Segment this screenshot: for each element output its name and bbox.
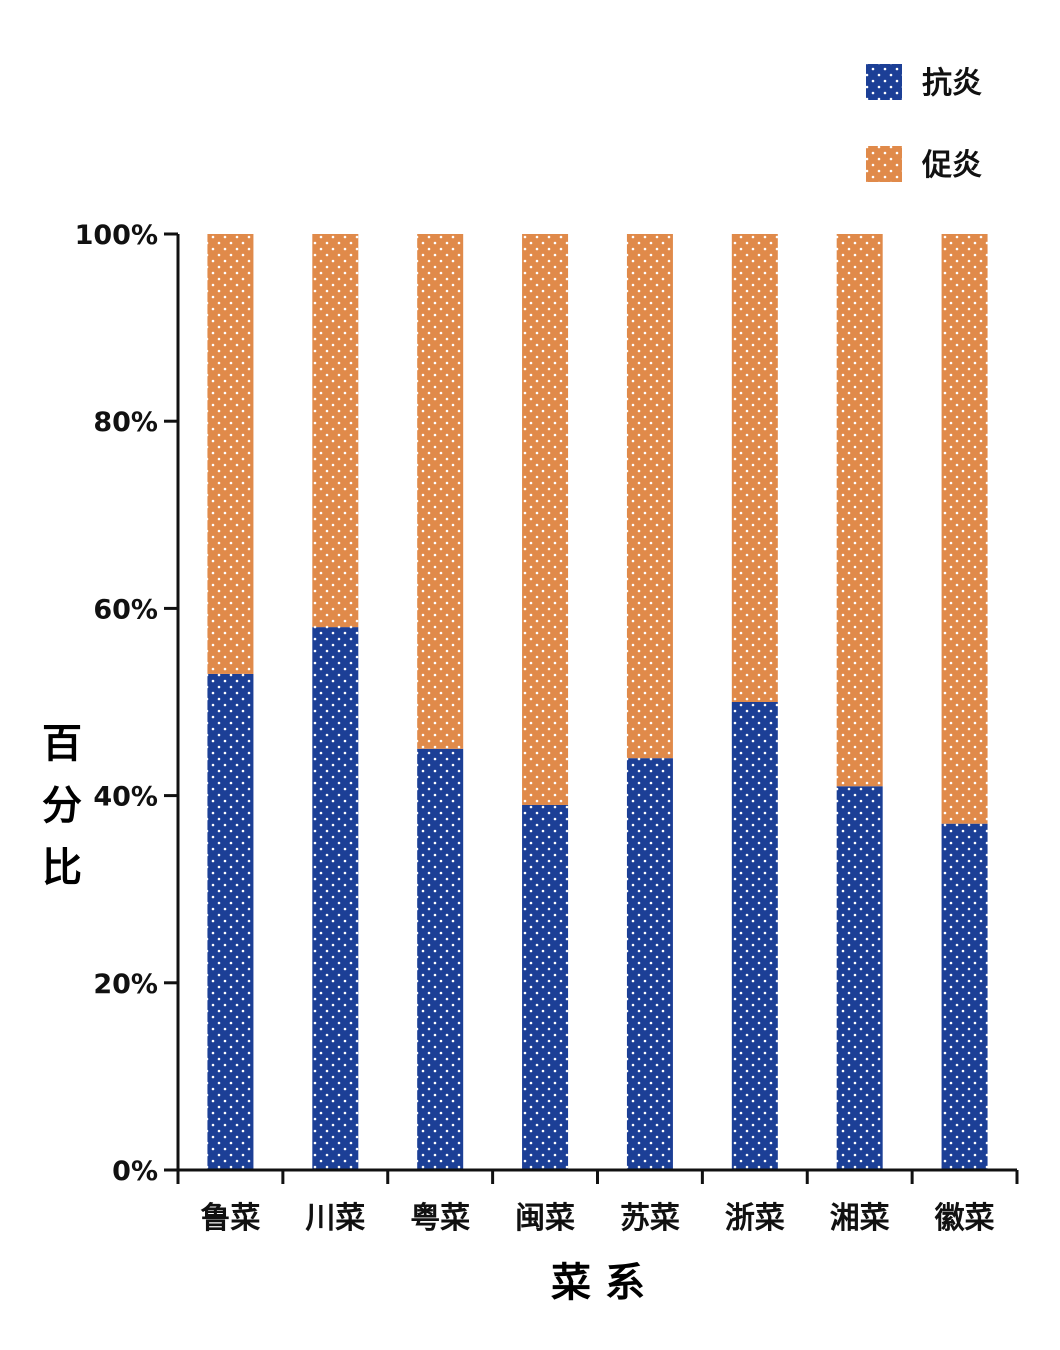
- x-ticks-group: 鲁菜 川菜 粤菜 闽菜 苏菜 浙菜 湘菜 徽菜: [176, 1170, 1019, 1236]
- bar-segment-anti-inflammatory: [626, 758, 673, 1170]
- bars-group: [207, 234, 988, 1170]
- x-tick-label: 徽菜: [934, 1201, 995, 1236]
- legend-swatch-pro-inflammatory: [866, 146, 902, 182]
- x-tick-label: 川菜: [305, 1201, 365, 1236]
- bar-segment-anti-inflammatory: [731, 702, 778, 1170]
- bar-segment-anti-inflammatory: [941, 823, 988, 1170]
- bar-segment-pro-inflammatory: [312, 234, 359, 628]
- bar-segment-anti-inflammatory: [312, 627, 359, 1170]
- bar-segment-anti-inflammatory: [836, 786, 883, 1170]
- legend-label-pro-inflammatory: 促炎: [921, 148, 982, 183]
- bar-segment-anti-inflammatory: [522, 804, 569, 1170]
- y-tick-label: 100%: [75, 220, 158, 251]
- x-tick-label: 湘菜: [830, 1201, 890, 1236]
- x-tick-label: 鲁菜: [200, 1201, 260, 1236]
- bar-segment-anti-inflammatory: [417, 748, 464, 1170]
- axes-group: [176, 234, 1017, 1172]
- legend: 抗炎 促炎: [866, 64, 982, 183]
- legend-swatch-anti-inflammatory: [866, 64, 902, 100]
- x-tick-label: 苏菜: [620, 1201, 680, 1236]
- x-axis-title: 菜 系: [551, 1260, 645, 1306]
- x-tick-label: 闽菜: [515, 1201, 575, 1236]
- bar-segment-pro-inflammatory: [731, 234, 778, 702]
- y-axis-title: 百分比: [42, 721, 82, 891]
- bar-segment-pro-inflammatory: [836, 234, 883, 787]
- legend-label-anti-inflammatory: 抗炎: [922, 66, 982, 101]
- bar-segment-pro-inflammatory: [941, 234, 988, 824]
- bar-segment-pro-inflammatory: [626, 234, 673, 759]
- y-ticks-group: 0% 20% 40% 60% 80% 100%: [75, 220, 178, 1187]
- bar-segment-anti-inflammatory: [207, 673, 254, 1170]
- y-tick-label: 0%: [112, 1156, 158, 1187]
- x-tick-label: 粤菜: [410, 1201, 470, 1236]
- y-tick-label: 40%: [93, 782, 158, 813]
- y-tick-label: 60%: [93, 594, 158, 625]
- bar-segment-pro-inflammatory: [522, 234, 569, 805]
- bar-segment-pro-inflammatory: [207, 234, 254, 674]
- y-tick-label: 80%: [93, 407, 158, 438]
- y-tick-label: 20%: [93, 969, 158, 1000]
- x-tick-label: 浙菜: [725, 1201, 785, 1236]
- svg-text:百分比: 百分比: [42, 721, 82, 891]
- bar-segment-pro-inflammatory: [417, 234, 464, 749]
